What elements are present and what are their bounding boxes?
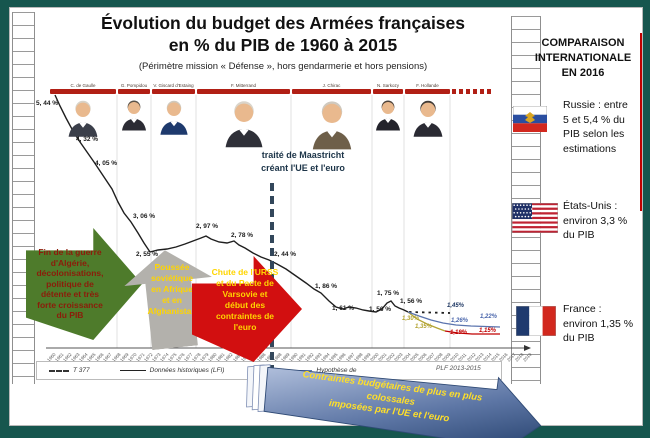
president-portrait-icon bbox=[225, 101, 262, 148]
value-label: 1,45% bbox=[447, 303, 465, 309]
value-label: 1,15% bbox=[479, 328, 497, 334]
value-label: 2, 97 % bbox=[196, 223, 219, 230]
president-name: N. Sarkozy bbox=[376, 83, 399, 88]
president-name: J. Chirac bbox=[322, 83, 341, 88]
value-label: 1, 56 % bbox=[369, 306, 392, 313]
legend-item-label: T 377 bbox=[73, 367, 90, 374]
legend-fragment: PLF 2013-2015 bbox=[436, 365, 481, 372]
value-label: 4, 05 % bbox=[95, 160, 118, 167]
russia-flag bbox=[512, 105, 548, 133]
maastricht-annotation: traité de Maastricht créant l'UE et l'eu… bbox=[261, 150, 345, 173]
president-portrait-icon bbox=[376, 100, 400, 131]
value-label: 3, 06 % bbox=[133, 213, 156, 220]
value-label: 1, 56 % bbox=[400, 298, 423, 305]
president-term-bar-dash bbox=[459, 89, 463, 94]
red-arrow-text: Chute de l'URSS et du Pacte de Varsovie … bbox=[211, 267, 279, 332]
comparison-title: COMPARAISON INTERNATIONALE EN 2016 bbox=[534, 37, 632, 79]
comparison-panel-red-border bbox=[640, 33, 642, 211]
value-label: 2, 44 % bbox=[274, 251, 297, 258]
president-term-bar bbox=[197, 89, 290, 94]
international-comparison-panel: COMPARAISON INTERNATIONALE EN 2016 Russi… bbox=[511, 36, 644, 386]
value-label: 1,30% bbox=[402, 316, 420, 322]
left-axis-ruler bbox=[12, 12, 35, 384]
president-photo bbox=[157, 96, 191, 136]
page-title: Évolution du budget des Armées française… bbox=[48, 12, 518, 56]
president-term-bar-dash bbox=[487, 89, 491, 94]
president-term-bar bbox=[405, 89, 450, 94]
legend-item-label: Données historiques (LFI) bbox=[149, 367, 225, 374]
president-name: G. Pompidou bbox=[120, 83, 148, 88]
value-label: 4, 32 % bbox=[76, 136, 99, 143]
legend-marker-dash bbox=[49, 369, 69, 372]
president-photo bbox=[373, 96, 403, 132]
president-term-bar bbox=[118, 89, 150, 94]
president-portrait-icon bbox=[159, 100, 188, 135]
president-name: F. Hollande bbox=[416, 83, 439, 88]
president-name: F. Mitterrand bbox=[230, 83, 256, 88]
france-flag bbox=[515, 305, 557, 337]
green-arrow-text: Fin de la guerre d'Algérie, décolonisati… bbox=[36, 247, 104, 320]
president-photo bbox=[65, 96, 101, 138]
value-label: 2, 78 % bbox=[231, 232, 254, 239]
value-label: 1,35% bbox=[415, 324, 433, 330]
president-term-bar-dash bbox=[480, 89, 484, 94]
president-portrait-icon bbox=[312, 101, 351, 150]
comparison-flag bbox=[515, 305, 557, 341]
president-term-bar-dash bbox=[452, 89, 456, 94]
comparison-entry-text: États-Unis : environ 3,3 % du PIB bbox=[563, 200, 628, 241]
title-line1: Évolution du budget des Armées française… bbox=[100, 13, 466, 33]
value-label: 2, 55 % bbox=[136, 251, 159, 258]
president-term-bar bbox=[152, 89, 195, 94]
legend-marker-solid-black bbox=[119, 370, 146, 371]
legend-item-label: Hypothèse de bbox=[316, 367, 357, 374]
president-term-bar bbox=[292, 89, 371, 94]
president-term-bar bbox=[373, 89, 403, 94]
president-photo bbox=[119, 96, 149, 132]
title-line2: en % du PIB de 1960 à 2015 bbox=[168, 35, 398, 55]
president-term-bar-dash bbox=[473, 89, 477, 94]
page-subtitle: (Périmètre mission « Défense », hors gen… bbox=[138, 61, 428, 72]
value-label: 1,19% bbox=[450, 330, 468, 336]
comparison-entry-text: France : environ 1,35 % du PIB bbox=[563, 303, 634, 344]
president-photo bbox=[221, 96, 267, 148]
value-label: 1, 75 % bbox=[377, 290, 400, 297]
president-photo bbox=[410, 96, 446, 138]
president-term-bar bbox=[50, 89, 116, 94]
president-photo bbox=[308, 96, 356, 150]
value-label: 5, 44 % bbox=[36, 100, 59, 107]
legend-item: Données historiques (LFI) bbox=[119, 367, 225, 374]
value-label: 1, 61 % bbox=[332, 305, 355, 312]
president-name: V. Giscard d'Estaing bbox=[153, 83, 194, 88]
comparison-entry-text: Russie : entre 5 et 5,4 % du PIB selon l… bbox=[563, 99, 628, 155]
value-label: 1, 86 % bbox=[315, 283, 338, 290]
value-label: 1,22% bbox=[480, 314, 498, 320]
comparison-flag bbox=[512, 105, 548, 137]
comparison-flag bbox=[511, 202, 559, 238]
legend-item: T 377 bbox=[49, 367, 90, 374]
usa-flag bbox=[511, 202, 559, 234]
president-portrait-icon bbox=[68, 100, 98, 137]
value-label: 1,26% bbox=[451, 318, 469, 324]
president-portrait-icon bbox=[122, 100, 146, 131]
president-term-bar-dash bbox=[466, 89, 470, 94]
president-portrait-icon bbox=[413, 100, 442, 137]
president-name: C. de Gaulle bbox=[70, 83, 96, 88]
